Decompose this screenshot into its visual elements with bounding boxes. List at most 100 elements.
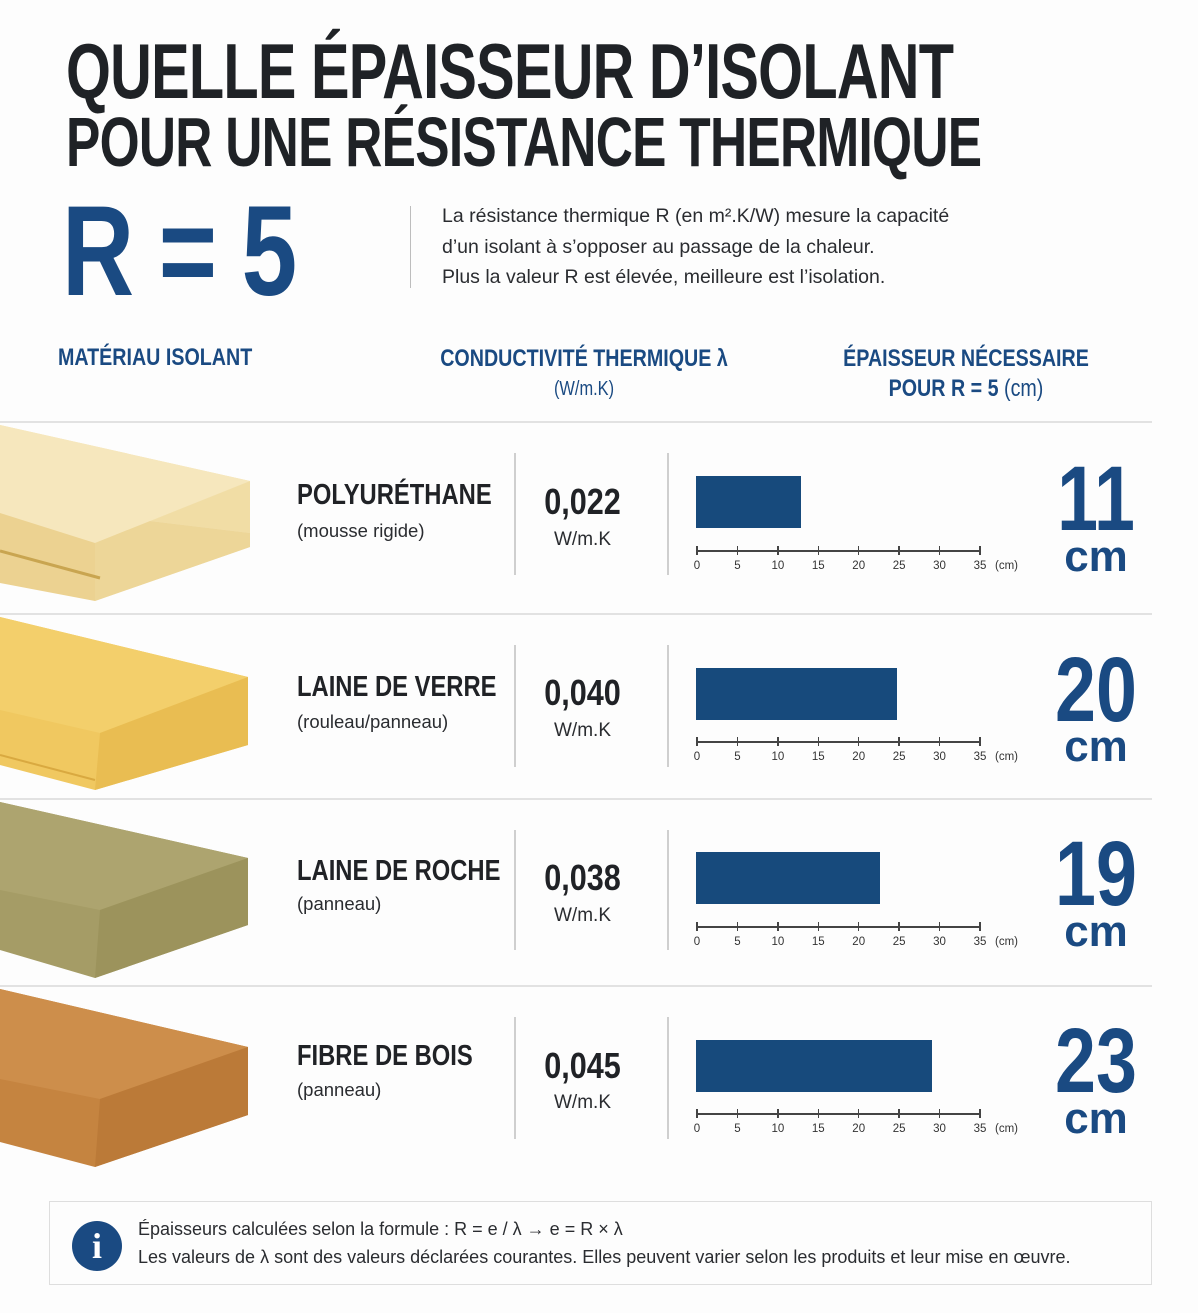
axis-tick-label: 10 [771,560,785,572]
axis-tick [857,922,860,931]
axis-tick [938,737,941,746]
axis-tick [696,546,698,555]
material-name: LAINE DE VERRE [297,671,497,703]
axis-tick [777,737,779,746]
axis-tick [817,1109,820,1118]
axis-tick [817,737,820,746]
material-row-laine-de-roche: LAINE DE ROCHE (panneau) 0,038 W/m.K 0 5 1… [0,800,1198,985]
axis-tick-label: 20 [852,936,866,948]
axis-tick-label: 20 [852,1123,866,1135]
axis-tick-label: 25 [892,936,906,948]
column-divider [667,830,669,950]
axis-tick-label: 5 [734,751,741,763]
material-row-fibre-de-bois: FIBRE DE BOIS (panneau) 0,045 W/m.K 0 5 10… [0,987,1198,1182]
formula-note: i Épaisseurs calculées selon la formule … [49,1201,1152,1285]
divider [0,613,1152,615]
laine-de-verre-image [0,615,256,798]
axis-tick [938,1109,941,1118]
axis-tick-label: 25 [892,751,906,763]
note-disclaimer: Les valeurs de λ sont des valeurs déclar… [138,1247,1071,1267]
axis-tick-label: 0 [693,1123,701,1135]
note-formula: Épaisseurs calculées selon la formule : … [138,1219,623,1239]
thickness-header-label: ÉPAISSEUR NÉCESSAIRE [843,345,1089,372]
axis-tick-label: 20 [852,560,866,572]
axis-tick-label: 35 [973,1123,987,1135]
lambda-unit: W/m.K [554,905,611,926]
axis-tick [938,546,941,555]
intro-text: La résistance thermique R (en m².K/W) me… [442,201,949,293]
intro-line: d’un isolant à s’opposer au passage de l… [442,235,875,258]
axis-tick [857,546,860,555]
thickness-unit: cm [1064,1094,1128,1143]
axis-tick [898,737,900,746]
axis-tick-label: 15 [811,1123,825,1135]
axis-tick-label: 15 [811,751,825,763]
thickness-header-r: POUR R = 5 [888,375,999,402]
divider [0,985,1152,987]
axis-tick [777,1109,779,1118]
column-divider [514,453,516,575]
axis-tick [857,1109,860,1118]
info-icon: i [72,1221,122,1271]
header-divider [410,206,411,288]
material-name: FIBRE DE BOIS [297,1040,473,1072]
axis-tick-label: 5 [734,936,741,948]
thickness-header-unit: (cm) [998,375,1044,402]
conductivity-header-label: CONDUCTIVITÉ THERMIQUE λ [440,345,728,372]
lambda-value: 0,038 [544,857,621,898]
column-header-thickness: ÉPAISSEUR NÉCESSAIRE POUR R = 5 (cm) [802,344,1130,404]
axis-tick [817,546,820,555]
axis-tick-label: 25 [892,1123,906,1135]
conductivity-header-unit: (W/m.K) [553,378,615,400]
axis-tick-label: 5 [734,1123,741,1135]
thickness-unit: cm [1064,907,1128,956]
thickness-bar [696,852,880,904]
axis-tick [979,546,981,555]
axis-tick [857,737,860,746]
axis-tick-label: 10 [771,751,785,763]
lambda-unit: W/m.K [554,529,611,550]
axis-tick-label: 30 [933,936,946,948]
axis-tick [898,546,900,555]
r-value-label: R = 5 [62,180,297,323]
axis-tick [979,737,981,746]
axis-tick-label: 0 [693,560,701,572]
axis-tick-label: 35 [973,751,987,763]
axis-unit: (cm) [995,751,1018,763]
intro-line: La résistance thermique R (en m².K/W) me… [442,205,950,227]
axis-tick [736,1109,739,1118]
divider [0,421,1152,423]
axis-tick-label: 25 [892,560,906,572]
axis-unit: (cm) [995,1123,1018,1135]
column-header-conductivity: CONDUCTIVITÉ THERMIQUE λ (W/m.K) [420,344,748,404]
axis-tick [938,922,941,931]
thickness-unit: cm [1064,532,1128,581]
axis-tick-label: 30 [933,1123,946,1135]
column-divider [667,1017,669,1139]
axis-tick [736,922,739,931]
axis-unit: (cm) [995,936,1018,948]
thickness-axis: 0 5 10 15 20 25 30 35 (cm) [0,922,1198,956]
material-subtitle: (mousse rigide) [297,520,425,541]
axis-tick [979,922,981,931]
column-divider [667,453,669,575]
thickness-bar [696,668,897,720]
axis-tick [696,1109,698,1118]
material-subtitle: (rouleau/panneau) [297,711,449,732]
column-divider [514,1017,516,1139]
axis-tick [777,922,779,931]
thickness-bar [696,476,801,528]
axis-tick-label: 5 [734,560,741,572]
material-subtitle: (panneau) [297,1079,382,1100]
thickness-bar [696,1040,932,1092]
axis-tick-label: 0 [693,751,701,763]
divider [0,798,1152,800]
axis-tick [696,922,698,931]
polyurethane-image [0,423,256,613]
thickness-value: 19 [1055,823,1137,925]
axis-tick-label: 0 [693,936,701,948]
axis-tick-label: 20 [852,751,866,763]
axis-tick [898,922,900,931]
lambda-unit: W/m.K [554,720,611,741]
axis-tick-label: 30 [933,560,946,572]
